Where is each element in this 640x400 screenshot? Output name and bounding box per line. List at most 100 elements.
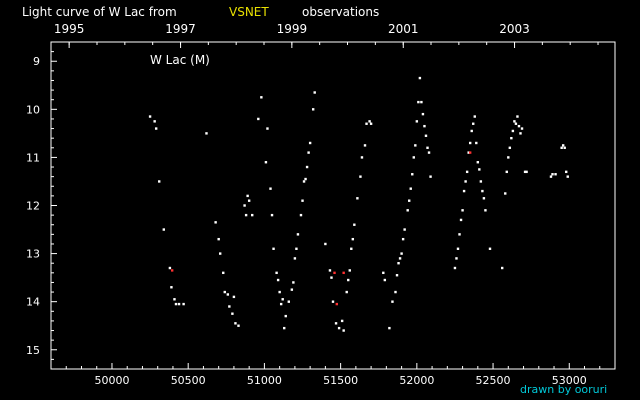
- data-point: [281, 298, 284, 301]
- data-point: [472, 122, 475, 125]
- data-point: [415, 120, 419, 123]
- data-point: [458, 233, 461, 236]
- data-point: [301, 199, 304, 202]
- data-point: [395, 274, 399, 277]
- data-point: [264, 161, 268, 164]
- data-point: [363, 144, 367, 147]
- data-point: [465, 170, 469, 174]
- data-point: [476, 161, 480, 164]
- data-point: [408, 199, 411, 202]
- year-tick-label: 2003: [499, 22, 530, 36]
- data-point: [565, 170, 568, 174]
- data-point: [424, 134, 428, 137]
- data-point: [421, 112, 425, 116]
- data-point: [523, 170, 527, 174]
- data-point: [182, 302, 185, 306]
- y-tick-label: 11: [26, 151, 40, 164]
- data-point: [244, 213, 248, 217]
- data-point: [251, 213, 254, 217]
- plot-frame: [50, 41, 616, 370]
- data-point: [382, 271, 385, 275]
- data-point: [345, 290, 348, 294]
- data-point: [311, 108, 315, 111]
- data-point: [388, 326, 391, 330]
- data-point: [356, 197, 359, 200]
- data-point: [148, 115, 152, 118]
- data-point: [398, 257, 402, 260]
- y-tick-label: 10: [26, 103, 40, 116]
- data-point: [365, 122, 368, 125]
- axis-ticks: 50000 50500 51000 51500 52000 52500 53000 1995 1…: [26, 22, 601, 387]
- data-point: [511, 129, 515, 133]
- data-point: [278, 290, 281, 294]
- data-point: [331, 300, 335, 303]
- data-point: [299, 213, 303, 217]
- data-point: [177, 302, 181, 306]
- data-point: [411, 173, 414, 176]
- data-point: [304, 177, 307, 181]
- data-point: [275, 271, 278, 275]
- data-point: [455, 257, 458, 260]
- data-point: [414, 144, 417, 147]
- data-point: [287, 300, 290, 303]
- data-point: [482, 197, 486, 200]
- data-point: [507, 156, 510, 159]
- data-point: [232, 295, 236, 299]
- data-point: [269, 187, 272, 190]
- year-tick-label: 1999: [277, 22, 308, 36]
- y-tick-label: 9: [33, 55, 40, 68]
- x-tick-label: 52000: [399, 374, 434, 387]
- data-point: [400, 252, 403, 255]
- data-point: [459, 218, 463, 222]
- data-point: [283, 326, 286, 330]
- x-tick-label: 53000: [552, 374, 587, 387]
- data-point: [360, 156, 364, 159]
- data-point: [468, 141, 472, 145]
- data-point: [334, 322, 338, 325]
- chart-title-source: VSNET: [229, 5, 269, 19]
- highlight-data-point: [335, 302, 339, 306]
- data-point: [290, 288, 294, 291]
- data-point: [397, 262, 400, 265]
- chart-title-prefix: Light curve of W Lac from: [22, 5, 177, 19]
- data-point: [353, 223, 356, 226]
- data-point: [302, 180, 306, 183]
- data-point: [391, 300, 394, 303]
- data-point: [429, 175, 432, 178]
- data-point: [284, 314, 287, 318]
- data-point: [473, 115, 476, 118]
- x-tick-label: 51500: [323, 374, 358, 387]
- data-point: [470, 129, 473, 133]
- data-point: [260, 96, 263, 99]
- data-point: [513, 120, 516, 123]
- credit-text: drawn by ooruri: [520, 383, 607, 396]
- data-point: [328, 269, 332, 272]
- highlight-data-point: [333, 271, 336, 275]
- data-point: [519, 132, 522, 135]
- data-point: [504, 192, 507, 195]
- data-point: [517, 124, 521, 128]
- data-point: [510, 136, 513, 140]
- data-point: [154, 127, 158, 130]
- data-point: [551, 173, 554, 176]
- x-tick-label: 52500: [476, 374, 511, 387]
- data-point: [168, 266, 172, 270]
- data-point: [426, 146, 429, 149]
- data-point: [174, 302, 178, 306]
- data-point: [223, 290, 226, 294]
- data-point: [350, 247, 353, 250]
- data-point: [467, 151, 470, 154]
- data-point: [226, 293, 230, 296]
- data-point: [563, 146, 566, 149]
- data-point: [478, 168, 481, 171]
- y-tick-label: 12: [26, 200, 40, 213]
- data-point: [222, 271, 225, 275]
- data-point: [272, 247, 275, 250]
- data-point: [296, 233, 300, 236]
- data-point: [554, 173, 557, 176]
- data-point: [383, 278, 387, 282]
- data-point: [307, 151, 310, 154]
- data-point: [308, 141, 312, 145]
- data-point: [560, 146, 563, 149]
